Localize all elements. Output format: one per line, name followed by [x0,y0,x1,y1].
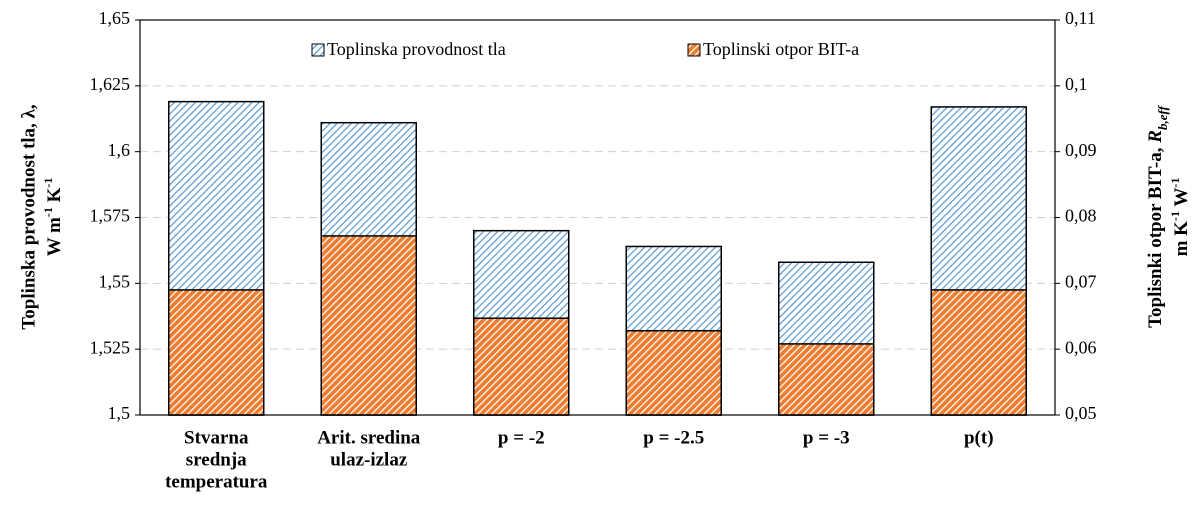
label-part: R [1145,130,1166,144]
legend-label: Toplinska provodnost tla [327,39,506,59]
y-tick-label: 1,625 [90,74,131,94]
y-axis-label: Toplinska provodnost tla, λ, W m-1 K-1 [18,104,65,330]
x-tick-label: p = -2 [498,427,545,448]
y2-tick-label: 0,09 [1065,140,1097,160]
x-tick-label: Arit. sredina [317,427,421,448]
x-tick-label: p = -2.5 [643,427,704,448]
bar [473,317,570,416]
bar [320,235,417,416]
x-tick-label: p = -3 [803,427,850,448]
y-label-line: Toplinska provodnost tla, λ, [18,104,39,330]
label-part: W [1171,188,1192,211]
x-tick-label: srednja [186,449,247,470]
y2-label-line: m K-1 W-1 [1168,178,1193,257]
y2-tick-label: 0,1 [1065,74,1088,94]
label-part: -1 [41,207,55,217]
x-tick-label: ulaz-izlaz [330,449,408,470]
label-part: Toplisnki otpor BIT-a, [1145,143,1166,328]
y2-axis-label: Toplisnki otpor BIT-a, Rb,eff m K-1 W-1 [1145,104,1192,327]
x-tick-label: Stvarna [184,427,249,448]
y-tick-label: 1,6 [108,140,131,160]
label-part: K [44,187,65,207]
bar [778,343,875,416]
y2-tick-label: 0,07 [1065,271,1097,291]
plot-frame [139,19,1056,416]
x-tick-label: p(t) [964,427,994,448]
y2-tick-label: 0,11 [1065,8,1096,28]
legend-label: Toplinski otpor BIT-a [703,39,859,59]
bar [625,329,722,416]
label-part: m K [1171,221,1192,257]
y2-label-line: Toplisnki otpor BIT-a, Rb,eff [1145,104,1170,327]
label-part: W m [44,217,65,256]
bar [930,289,1027,416]
y-tick-label: 1,575 [90,206,131,226]
legend-swatch [687,43,701,57]
y2-tick-label: 0,06 [1065,337,1097,357]
y-tick-label: 1,525 [90,337,131,357]
y2-tick-label: 0,05 [1065,403,1097,423]
y-tick-label: 1,55 [99,271,131,291]
y2-tick-label: 0,08 [1065,206,1097,226]
y-label-line: W m-1 K-1 [41,178,66,257]
x-tick-label: temperatura [165,471,268,492]
y-tick-label: 1,5 [108,403,131,423]
label-part: -1 [1168,178,1182,188]
label-part: -1 [41,178,55,188]
y-tick-label: 1,65 [99,8,131,28]
bar [168,289,265,416]
legend-swatch [311,43,325,57]
label-part: b,eff [1155,104,1170,130]
label-part: -1 [1168,211,1182,221]
